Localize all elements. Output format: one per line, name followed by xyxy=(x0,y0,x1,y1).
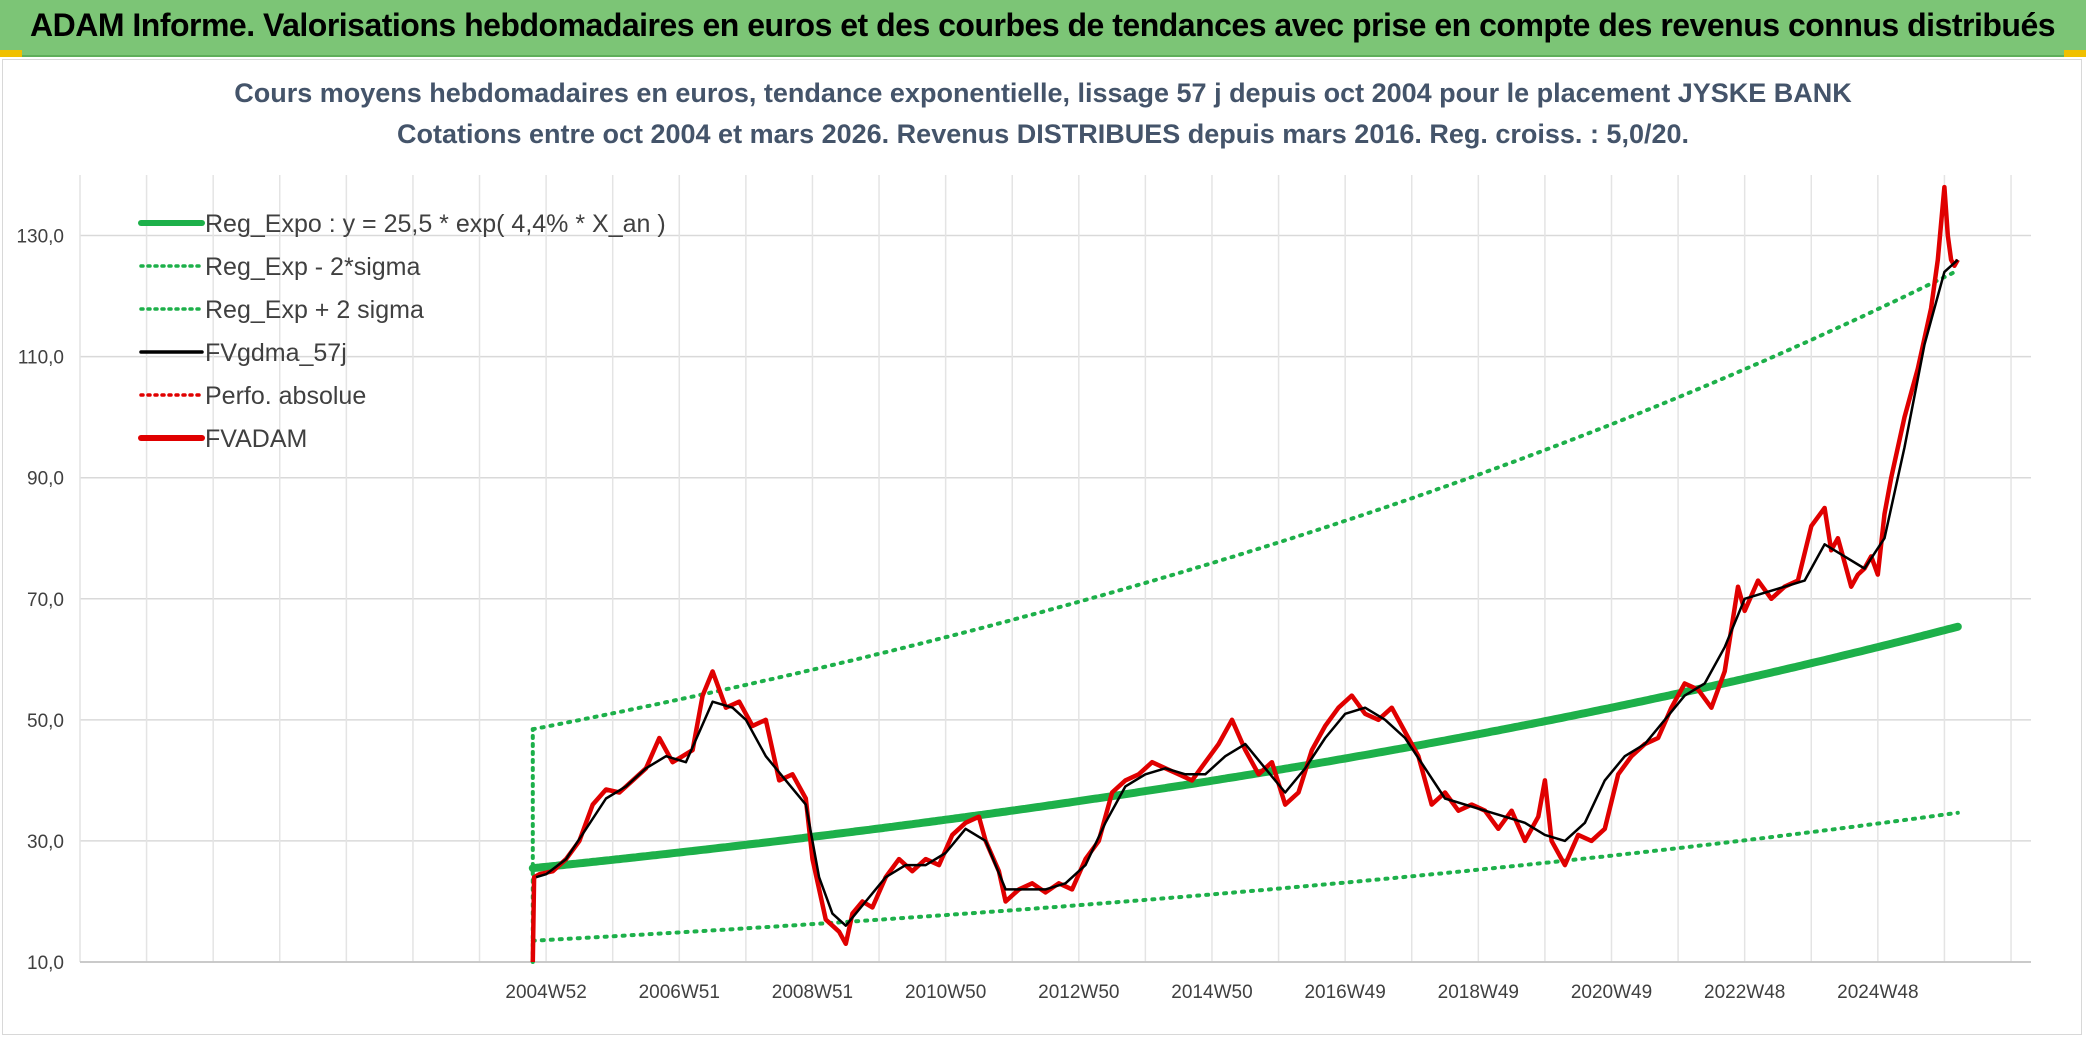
legend-label: Reg_Expo : y = 25,5 * exp( 4,4% * X_an ) xyxy=(205,210,666,238)
x-tick-label: 2006W51 xyxy=(639,982,720,1003)
x-tick-label: 2022W48 xyxy=(1704,982,1785,1003)
x-tick-label: 2016W49 xyxy=(1304,982,1385,1003)
legend-label: FVgdma_57j xyxy=(205,339,347,367)
y-axis: 10,0 30,0 50,0 70,0 90,0 110,0 130,0 xyxy=(16,227,64,974)
y-tick-label: 50,0 xyxy=(27,711,64,732)
y-tick-label: 130,0 xyxy=(16,227,64,248)
x-tick-label: 2024W48 xyxy=(1837,982,1918,1003)
report-title: ADAM Informe. Valorisations hebdomadaire… xyxy=(30,7,2056,43)
banner-corner-left xyxy=(0,50,22,57)
legend-label: Reg_Exp - 2*sigma xyxy=(205,253,420,281)
y-tick-label: 10,0 xyxy=(27,953,64,974)
chart-title-line1: Cours moyens hebdomadaires en euros, ten… xyxy=(234,78,1852,108)
grid-lines xyxy=(79,175,2031,963)
chart-title-line2: Cotations entre oct 2004 et mars 2026. R… xyxy=(397,119,1689,149)
x-axis: 2004W52 2006W51 2008W51 2010W50 2012W50 2014W… xyxy=(80,961,2031,1003)
report-banner: ADAM Informe. Valorisations hebdomadaire… xyxy=(0,0,2086,57)
legend-label: Perfo. absolue xyxy=(205,382,366,410)
x-tick-label: 2018W49 xyxy=(1438,982,1519,1003)
fvgdma-line xyxy=(535,258,1959,927)
x-tick-label: 2004W52 xyxy=(505,982,586,1003)
y-tick-label: 30,0 xyxy=(27,832,64,853)
y-tick-label: 70,0 xyxy=(27,590,64,611)
legend-label: FVADAM xyxy=(205,425,307,453)
upper-band-line xyxy=(530,268,1960,732)
x-tick-label: 2014W50 xyxy=(1171,982,1252,1003)
plot-area xyxy=(528,184,1962,964)
x-tick-label: 2012W50 xyxy=(1038,982,1119,1003)
x-tick-label: 2008W51 xyxy=(772,982,853,1003)
y-tick-label: 90,0 xyxy=(27,469,64,490)
x-tick-label: 2020W49 xyxy=(1571,982,1652,1003)
y-tick-label: 110,0 xyxy=(18,348,64,369)
banner-corner-right xyxy=(2064,50,2086,57)
legend: Reg_Expo : y = 25,5 * exp( 4,4% * X_an )… xyxy=(138,210,666,453)
chart: Cours moyens hebdomadaires en euros, ten… xyxy=(16,78,2031,1003)
chart-frame: Cours moyens hebdomadaires en euros, ten… xyxy=(2,59,2082,1035)
x-tick-label: 2010W50 xyxy=(905,982,986,1003)
legend-label: Reg_Exp + 2 sigma xyxy=(205,296,424,324)
lower-band-line xyxy=(530,810,1960,943)
